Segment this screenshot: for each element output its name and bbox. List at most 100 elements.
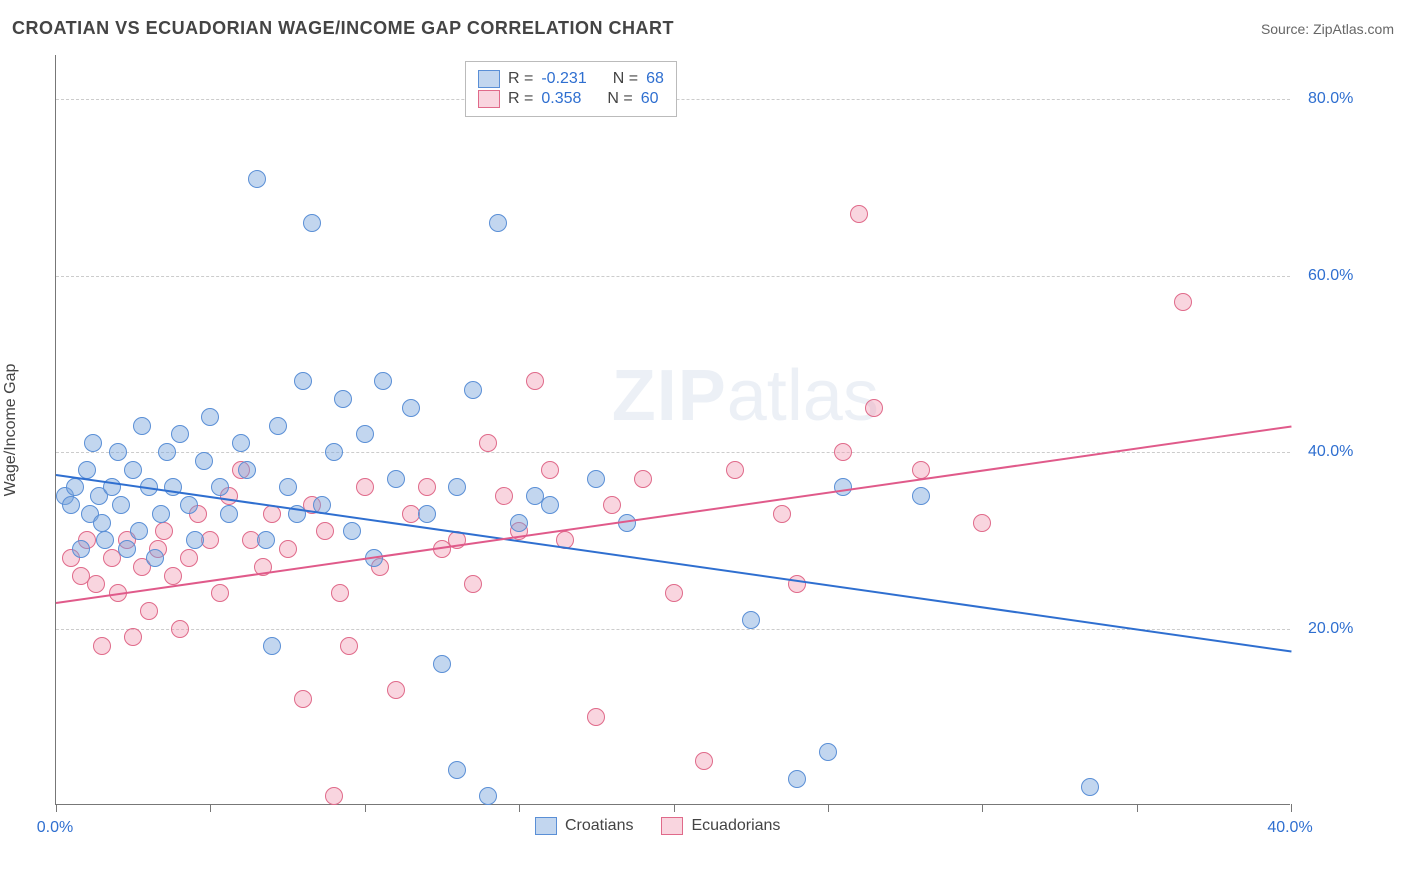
data-point	[1174, 293, 1192, 311]
data-point	[211, 584, 229, 602]
data-point	[742, 611, 760, 629]
data-point	[164, 567, 182, 585]
x-tick	[1291, 804, 1292, 812]
plot-area: ZIPatlas	[55, 55, 1290, 805]
data-point	[66, 478, 84, 496]
data-point	[180, 549, 198, 567]
data-point	[109, 443, 127, 461]
series-legend-label: Croatians	[565, 817, 633, 835]
data-point	[334, 390, 352, 408]
data-point	[279, 540, 297, 558]
data-point	[72, 540, 90, 558]
data-point	[402, 399, 420, 417]
data-point	[479, 434, 497, 452]
data-point	[279, 478, 297, 496]
data-point	[331, 584, 349, 602]
data-point	[269, 417, 287, 435]
data-point	[819, 743, 837, 761]
data-point	[140, 602, 158, 620]
data-point	[325, 787, 343, 805]
data-point	[479, 787, 497, 805]
data-point	[146, 549, 164, 567]
y-tick-label: 40.0%	[1308, 443, 1353, 461]
series-legend: Croatians Ecuadorians	[535, 817, 780, 835]
legend-swatch	[661, 817, 683, 835]
data-point	[418, 478, 436, 496]
legend-swatch	[535, 817, 557, 835]
data-point	[387, 470, 405, 488]
data-point	[374, 372, 392, 390]
data-point	[464, 381, 482, 399]
data-point	[726, 461, 744, 479]
data-point	[152, 505, 170, 523]
series-legend-item: Ecuadorians	[661, 817, 780, 835]
data-point	[201, 408, 219, 426]
y-tick-label: 60.0%	[1308, 267, 1353, 285]
data-point	[695, 752, 713, 770]
data-point	[418, 505, 436, 523]
data-point	[294, 372, 312, 390]
legend-row: R =0.358N =60	[478, 90, 664, 108]
data-point	[850, 205, 868, 223]
x-tick	[56, 804, 57, 812]
data-point	[220, 505, 238, 523]
legend-r-value: -0.231	[541, 70, 586, 88]
legend-n-value: 68	[646, 70, 664, 88]
watermark: ZIPatlas	[612, 355, 879, 437]
x-tick	[365, 804, 366, 812]
data-point	[124, 461, 142, 479]
data-point	[155, 522, 173, 540]
gridline-h	[56, 629, 1290, 630]
data-point	[834, 443, 852, 461]
data-point	[294, 690, 312, 708]
data-point	[93, 637, 111, 655]
data-point	[93, 514, 111, 532]
data-point	[201, 531, 219, 549]
data-point	[634, 470, 652, 488]
x-tick-label: 40.0%	[1267, 819, 1312, 837]
data-point	[489, 214, 507, 232]
x-tick	[1137, 804, 1138, 812]
data-point	[62, 496, 80, 514]
correlation-legend: R = -0.231 N = 68 R =0.358N =60	[465, 61, 677, 117]
data-point	[96, 531, 114, 549]
data-point	[387, 681, 405, 699]
data-point	[1081, 778, 1099, 796]
x-tick	[519, 804, 520, 812]
data-point	[238, 461, 256, 479]
data-point	[448, 478, 466, 496]
chart-title: CROATIAN VS ECUADORIAN WAGE/INCOME GAP C…	[12, 18, 674, 39]
data-point	[124, 628, 142, 646]
data-point	[448, 761, 466, 779]
data-point	[587, 470, 605, 488]
data-point	[587, 708, 605, 726]
data-point	[433, 655, 451, 673]
data-point	[541, 461, 559, 479]
data-point	[834, 478, 852, 496]
data-point	[973, 514, 991, 532]
legend-n-label: N =	[613, 70, 638, 88]
y-axis-label: Wage/Income Gap	[2, 364, 20, 497]
data-point	[158, 443, 176, 461]
x-tick	[828, 804, 829, 812]
data-point	[87, 575, 105, 593]
legend-r-label: R =	[508, 70, 533, 88]
data-point	[195, 452, 213, 470]
legend-r-label: R =	[508, 90, 533, 108]
data-point	[912, 461, 930, 479]
data-point	[356, 425, 374, 443]
data-point	[211, 478, 229, 496]
data-point	[526, 372, 544, 390]
data-point	[130, 522, 148, 540]
data-point	[325, 443, 343, 461]
data-point	[180, 496, 198, 514]
x-tick	[210, 804, 211, 812]
data-point	[257, 531, 275, 549]
title-bar: CROATIAN VS ECUADORIAN WAGE/INCOME GAP C…	[12, 18, 1394, 39]
data-point	[303, 214, 321, 232]
data-point	[84, 434, 102, 452]
data-point	[118, 540, 136, 558]
trend-line	[56, 474, 1291, 652]
y-tick-label: 80.0%	[1308, 90, 1353, 108]
data-point	[186, 531, 204, 549]
